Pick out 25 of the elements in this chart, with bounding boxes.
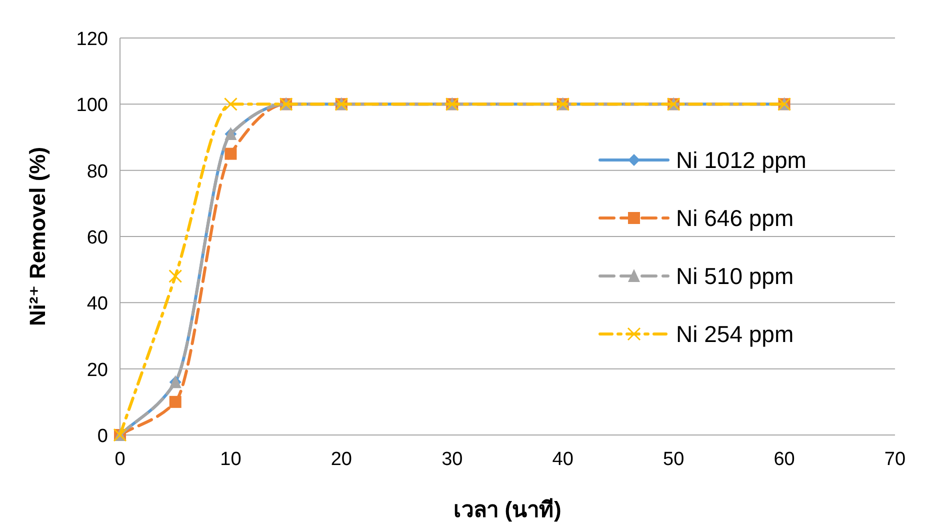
- legend-label: Ni 510 ppm: [676, 263, 794, 289]
- x-tick-label: 70: [884, 449, 906, 470]
- y-tick-label: 100: [76, 95, 108, 116]
- x-axis-title: เวลา (นาที): [454, 497, 562, 522]
- y-axis-title: Ni²⁺ Removel (%): [25, 146, 50, 326]
- y-tick-label: 40: [86, 294, 108, 315]
- x-tick-label: 50: [663, 449, 684, 470]
- x-tick-label: 10: [220, 449, 242, 470]
- y-tick-label: 120: [76, 29, 108, 50]
- point: [224, 97, 238, 111]
- y-tick-label: 80: [86, 161, 108, 182]
- point: [168, 269, 182, 283]
- x-tick-label: 40: [552, 449, 574, 470]
- x-tick-label: 60: [774, 449, 795, 470]
- x-tick-label: 0: [114, 449, 126, 470]
- legend-label: Ni 254 ppm: [676, 321, 794, 347]
- legend-label: Ni 1012 ppm: [676, 147, 806, 173]
- x-tick-label: 20: [330, 449, 352, 470]
- x-tick-label: 30: [442, 449, 463, 470]
- y-tick-label: 60: [86, 228, 108, 248]
- y-tick-label: 20: [86, 360, 108, 381]
- legend-label: Ni 646 ppm: [676, 205, 794, 231]
- y-tick-label: 0: [97, 426, 108, 447]
- point: [169, 396, 182, 408]
- point: [224, 148, 237, 160]
